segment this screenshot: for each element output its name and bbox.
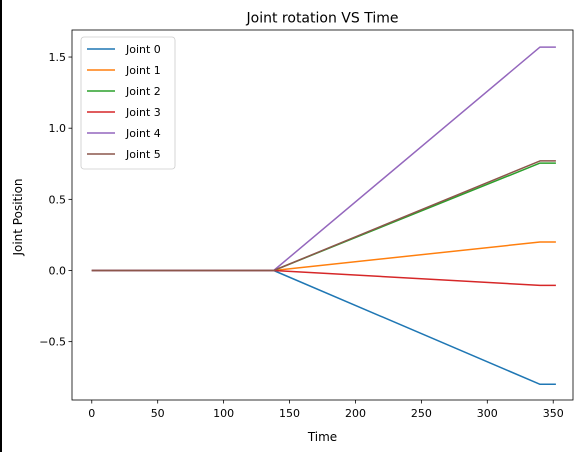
x-axis-label: Time xyxy=(307,430,337,444)
series-line-2 xyxy=(91,162,556,272)
series-line-1 xyxy=(91,241,556,272)
y-tick-label: 1.0 xyxy=(49,122,67,135)
x-tick-label: 350 xyxy=(543,407,564,420)
legend-label: Joint 3 xyxy=(125,106,161,119)
y-tick-label: 1.5 xyxy=(49,51,67,64)
x-tick-label: 300 xyxy=(477,407,498,420)
legend-label: Joint 5 xyxy=(125,148,161,161)
axes-frame xyxy=(71,29,574,401)
x-tick-label: 250 xyxy=(411,407,432,420)
y-axis-label: Joint Position xyxy=(11,178,25,256)
x-tick-label: 150 xyxy=(279,407,300,420)
series-line-3 xyxy=(91,269,556,287)
x-tick-label: 200 xyxy=(345,407,366,420)
legend: Joint 0 Joint 1 Joint 2 Joint 3 Joint 4 Joint… xyxy=(80,36,176,170)
x-tick-label: 100 xyxy=(213,407,234,420)
x-tick-label: 0 xyxy=(88,407,95,420)
legend-label: Joint 2 xyxy=(125,85,161,98)
series-line-5 xyxy=(91,160,556,272)
y-tick-label: −0.5 xyxy=(39,336,66,349)
x-tick-label: 50 xyxy=(151,407,165,420)
chart-title: Joint rotation VS Time xyxy=(246,11,399,27)
legend-label: Joint 4 xyxy=(125,127,161,140)
y-tick-label: 0.5 xyxy=(49,193,67,206)
legend-label: Joint 1 xyxy=(125,64,161,77)
y-tick-label: 0.0 xyxy=(49,265,67,278)
axis-ticks: 0 50 100 150 200 250 300 350 −0.5 0.0 0.5 1.0 1.5 xyxy=(39,51,563,420)
series-line-0 xyxy=(91,269,556,386)
plot-area xyxy=(71,29,574,401)
left-edge-border xyxy=(0,0,2,452)
legend-label: Joint 0 xyxy=(125,43,161,56)
